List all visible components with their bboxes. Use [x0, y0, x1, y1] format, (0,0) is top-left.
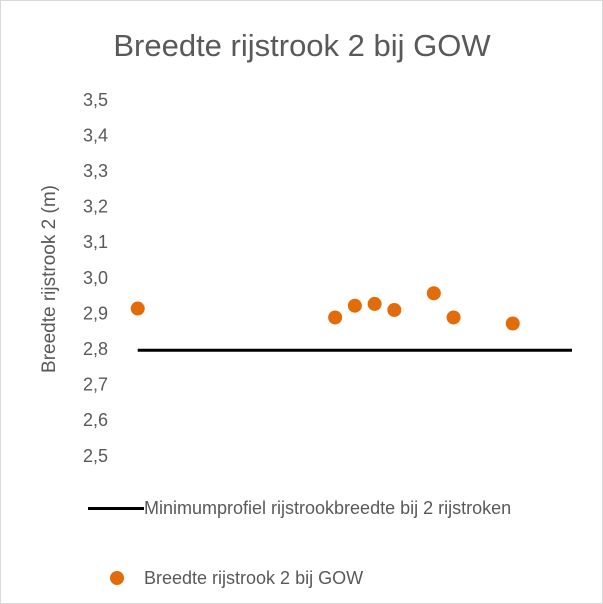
- y-tick-label: 3,3: [83, 161, 108, 181]
- y-tick-label: 3,4: [83, 125, 108, 145]
- legend-label: Minimumprofiel rijstrookbreedte bij 2 ri…: [144, 498, 512, 518]
- y-tick-label: 3,0: [83, 268, 108, 288]
- y-tick-label: 3,1: [83, 232, 108, 252]
- point: [328, 310, 343, 325]
- point: [426, 286, 441, 301]
- y-tick-label: 2,7: [83, 375, 108, 395]
- y-tick-label: 2,8: [83, 339, 108, 359]
- y-tick-label: 3,5: [83, 90, 108, 110]
- y-axis-label: Breedte rijstrook 2 (m): [39, 185, 60, 373]
- y-tick-label: 3,2: [83, 197, 108, 217]
- legend-item: Minimumprofiel rijstrookbreedte bij 2 ri…: [88, 496, 568, 520]
- y-tick-label: 2,9: [83, 303, 108, 323]
- legend-swatch: [88, 496, 144, 520]
- point: [387, 302, 402, 317]
- point: [446, 310, 461, 325]
- point: [367, 296, 382, 311]
- chart-title: Breedte rijstrook 2 bij GOW: [113, 28, 491, 63]
- point: [505, 316, 520, 331]
- point: [347, 298, 362, 313]
- legend-item: Breedte rijstrook 2 bij GOW: [88, 566, 568, 590]
- legend-label: Breedte rijstrook 2 bij GOW: [144, 568, 364, 588]
- y-tick-label: 2,5: [83, 446, 108, 466]
- legend-swatch: [88, 566, 144, 590]
- y-tick-label: 2,6: [83, 410, 108, 430]
- point: [130, 301, 145, 316]
